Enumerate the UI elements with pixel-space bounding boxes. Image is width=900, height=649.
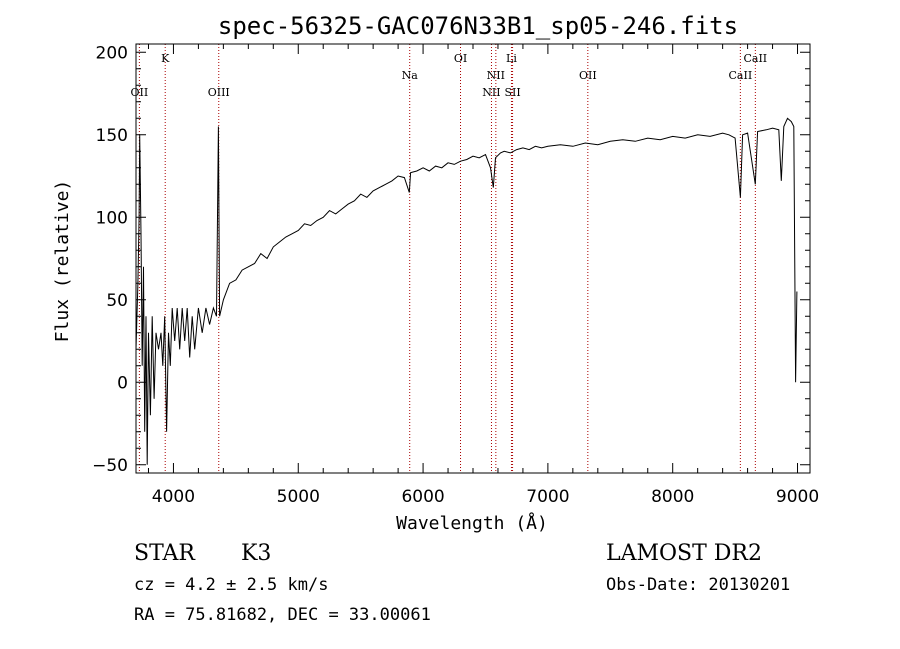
- redshift-readout: cz = 4.2 ± 2.5 km/s: [134, 575, 328, 595]
- marker-label-9: OII: [579, 69, 597, 82]
- coordinates-readout: RA = 75.81682, DEC = 33.00061: [134, 605, 431, 625]
- marker-label-3: Na: [402, 69, 419, 82]
- marker-label-4: OI: [454, 52, 467, 65]
- x-tick-label-1: 5000: [277, 487, 320, 507]
- marker-label-5: NII: [482, 86, 500, 99]
- y-tick-label-0: −50: [92, 456, 128, 476]
- y-tick-label-3: 100: [96, 208, 128, 228]
- y-tick-label-1: 0: [117, 373, 128, 393]
- survey-name: LAMOST DR2: [606, 541, 762, 566]
- marker-label-2: OIII: [208, 86, 230, 99]
- marker-label-8: SII: [504, 86, 520, 99]
- marker-label-10: CaII: [729, 69, 753, 82]
- y-axis-label: Flux (relative): [52, 180, 73, 343]
- x-tick-label-3: 7000: [526, 487, 569, 507]
- y-tick-label-2: 50: [106, 291, 128, 311]
- obs-date: Obs-Date: 20130201: [606, 575, 790, 595]
- plot-frame: [135, 43, 811, 474]
- x-tick-label-2: 6000: [401, 487, 444, 507]
- object-class: STAR: [134, 541, 196, 566]
- axes: 4000 5000 6000 7000 8000 9000 −50 0 50 100 150 200: [92, 43, 819, 507]
- x-axis-label: Wavelength (Å): [396, 512, 548, 534]
- x-tick-label-5: 9000: [776, 487, 819, 507]
- marker-label-11: CaII: [743, 52, 767, 65]
- marker-label-7: Li: [506, 52, 517, 65]
- marker-label-0: OII: [131, 86, 149, 99]
- chart-title: spec-56325-GAC076N33B1_sp05-246.fits: [218, 12, 738, 40]
- marker-label-1: K: [161, 52, 170, 65]
- object-subclass: K3: [241, 541, 271, 566]
- spectrum-line-0: [135, 117, 798, 465]
- marker-label-6: NII: [487, 69, 505, 82]
- x-tick-label-0: 4000: [152, 487, 195, 507]
- y-tick-label-4: 150: [96, 126, 128, 146]
- x-tick-label-4: 8000: [651, 487, 694, 507]
- spectrum-series: [135, 117, 798, 465]
- y-tick-label-5: 200: [96, 43, 128, 63]
